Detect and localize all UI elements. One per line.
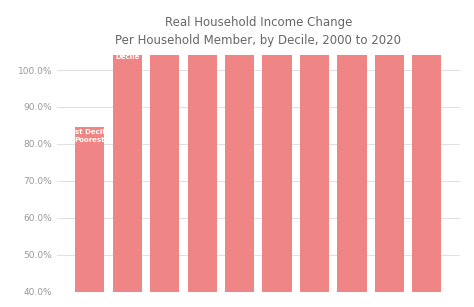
Title: Real Household Income Change
Per Household Member, by Decile, 2000 to 2020: Real Household Income Change Per Househo… xyxy=(115,16,401,47)
Bar xyxy=(225,0,254,292)
Text: 1st Decile
Poorest: 1st Decile Poorest xyxy=(70,129,109,143)
Text: 3rd
Decile: 3rd Decile xyxy=(153,2,177,15)
Bar xyxy=(188,0,217,292)
Bar xyxy=(150,0,179,292)
Bar xyxy=(375,0,404,292)
Bar xyxy=(412,7,441,292)
Text: Richest: Richest xyxy=(415,21,438,26)
Bar xyxy=(300,0,329,292)
Bar xyxy=(263,0,292,292)
Text: 4th
Decile: 4th Decile xyxy=(190,0,214,2)
Text: 10th
Decile: 10th Decile xyxy=(415,9,439,23)
Bar xyxy=(113,44,142,292)
Bar xyxy=(75,127,104,292)
Text: 2nd
Decile: 2nd Decile xyxy=(115,46,139,60)
Bar xyxy=(337,0,366,292)
